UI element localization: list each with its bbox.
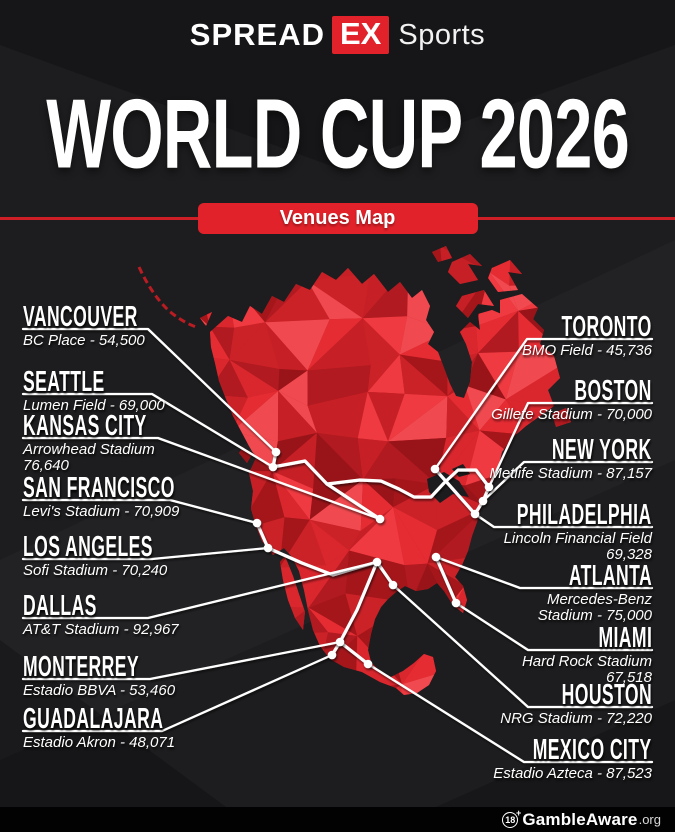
connector-san-francisco — [21, 498, 259, 525]
connector-toronto — [433, 337, 654, 471]
connector-houston — [391, 583, 654, 709]
city-dot-atlanta — [431, 552, 441, 562]
route-line — [338, 640, 370, 666]
label-connectors — [21, 327, 654, 764]
city-dot-los-angeles — [263, 543, 273, 553]
route-line — [375, 560, 395, 587]
connector-dallas — [21, 560, 379, 620]
landmass — [137, 246, 571, 695]
connector-atlanta — [434, 555, 654, 590]
connector-kansas-city — [21, 436, 382, 521]
connector-guadalajara — [21, 653, 334, 733]
city-dot-mexico-city — [363, 659, 373, 669]
city-dot-philadelphia — [470, 509, 480, 519]
connector-vancouver — [21, 327, 278, 454]
connector-new-york — [481, 460, 654, 503]
city-dot-dallas — [372, 557, 382, 567]
page-title: WORLD CUP 2026 — [46, 78, 630, 189]
city-dot-monterrey — [335, 637, 345, 647]
city-dot-boston — [484, 482, 494, 492]
route-line — [255, 521, 270, 550]
connector-boston — [487, 401, 654, 489]
city-dot-san-francisco — [252, 518, 262, 528]
logo-ex-badge: EX — [332, 16, 390, 54]
gambleaware-brand: GambleAware — [522, 809, 638, 829]
city-dot-vancouver — [271, 447, 281, 457]
footer-bar: 18 + GambleAware .org — [0, 807, 675, 832]
venues-map-badge: Venues Map — [197, 203, 478, 234]
connector-los-angeles — [21, 546, 270, 561]
route-line — [338, 560, 379, 644]
city-dot-seattle — [268, 462, 278, 472]
connector-monterrey — [21, 640, 342, 681]
route-line — [433, 467, 477, 516]
city-dot-kansas-city — [375, 514, 385, 524]
route-line — [325, 482, 382, 521]
connector-mexico-city — [366, 662, 654, 764]
connector-miami — [454, 601, 654, 652]
eighteen-plus-icon: 18 + — [502, 808, 521, 828]
city-dot-toronto — [430, 464, 440, 474]
city-dots — [252, 447, 494, 669]
connector-seattle — [21, 392, 275, 469]
alaska-coast-line — [137, 266, 197, 329]
logo-spread: SPREAD — [189, 17, 325, 52]
header: SPREAD EX Sports — [0, 14, 675, 56]
city-dot-new-york — [478, 496, 488, 506]
city-dot-miami — [451, 598, 461, 608]
gambleaware-suffix: .org — [638, 812, 661, 827]
city-dot-guadalajara — [327, 650, 337, 660]
connector-philadelphia — [473, 512, 654, 529]
city-dot-houston — [388, 580, 398, 590]
logo-sports: Sports — [398, 18, 486, 51]
route-line — [434, 555, 458, 605]
